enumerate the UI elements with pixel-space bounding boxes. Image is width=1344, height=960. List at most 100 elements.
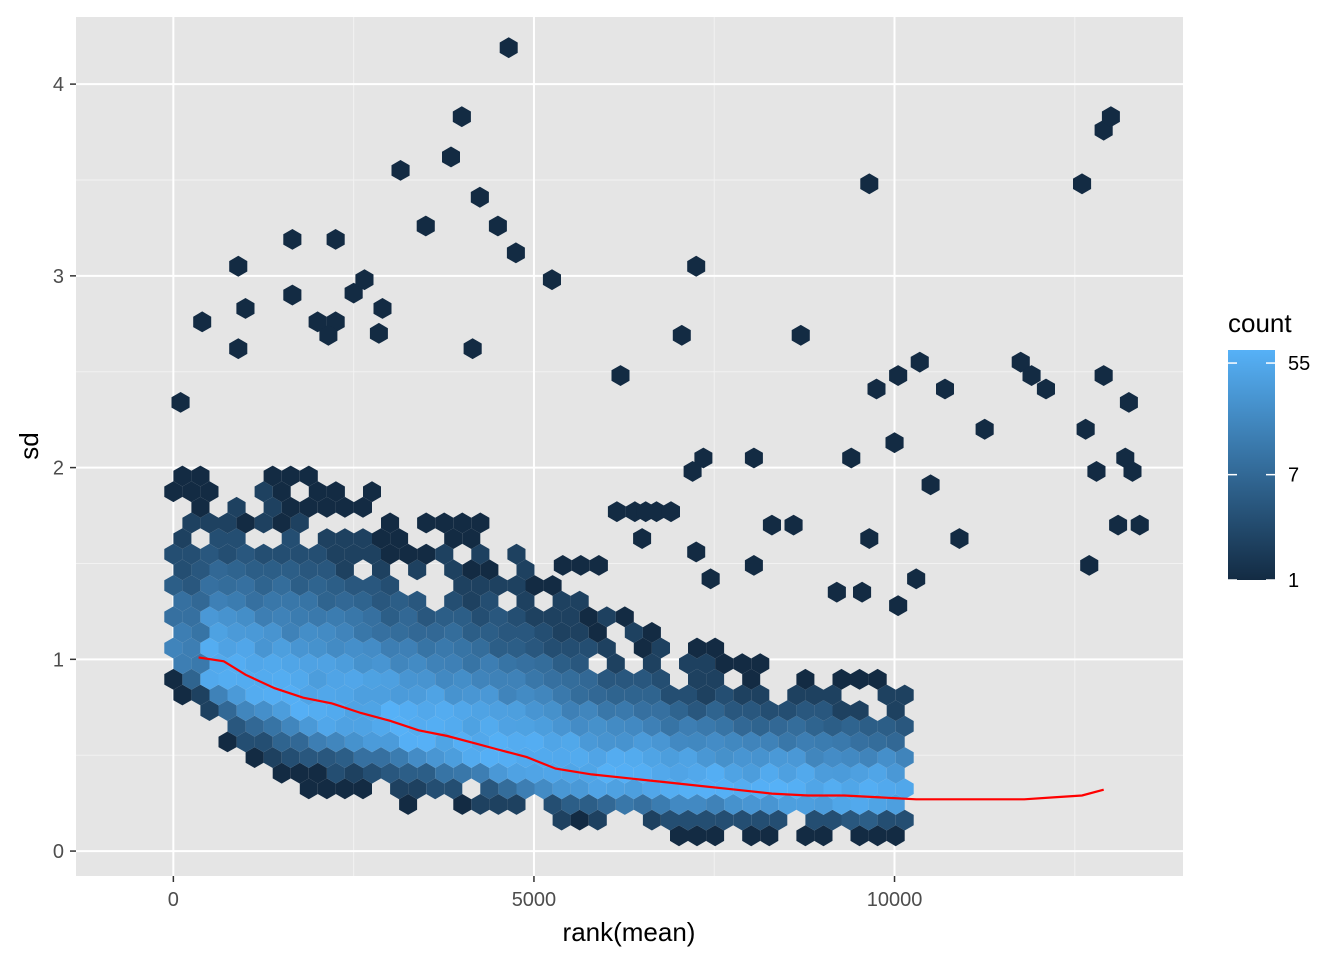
hex-cell [525,700,544,721]
x-axis-ticks: 0 5000 10000 [168,876,922,911]
hex-cell [787,715,806,737]
hex-cell [651,637,670,659]
hex-cell [390,653,409,675]
hex-cell [299,747,318,768]
hex-cell [426,778,445,800]
hex-cell [326,637,345,659]
hex-cell [353,653,372,675]
hex-cell [335,559,354,581]
hex-cell [290,637,309,659]
hex-cell [182,512,201,534]
hex-cell [173,465,192,487]
hex-cell [480,622,499,643]
hex-cell [751,653,770,675]
legend-tick-label: 1 [1288,570,1299,592]
color-legend: count 55 7 1 [1228,308,1310,592]
hex-cell [561,762,580,784]
hex-cell [647,501,666,523]
hex-cell [263,653,282,675]
hex-cell [283,229,302,250]
hex-cell [850,731,869,753]
hex-cell [290,700,309,721]
hex-cell [543,731,562,753]
hex-cell [453,731,472,753]
hex-cell [823,778,842,800]
hex-cell [363,606,381,628]
hex-cell [426,653,445,675]
hex-cell [435,762,454,784]
hex-cell [850,700,869,721]
hex-cell [832,762,851,784]
hex-cell [751,809,770,831]
hex-cell [480,684,499,706]
hex-cell [651,700,670,721]
hex-cell [660,684,679,706]
hex-cell [319,324,338,346]
hex-cell [353,622,372,643]
hex-cell [236,700,255,721]
hex-cell [308,575,327,596]
hex-cell [796,825,815,847]
hex-cell [498,653,517,675]
hex-cell [895,747,914,768]
hex-cell [317,496,336,518]
hex-cell [218,668,237,690]
hex-cell [688,637,707,659]
hex-cell [254,637,273,659]
hex-cell [317,778,336,800]
hex-cell [353,528,372,549]
hex-cell [200,637,219,659]
hex-cell [506,242,525,264]
hex-cell [462,747,481,768]
hex-cell [860,173,879,195]
hex-cell [499,37,518,59]
hex-cell [823,809,842,831]
hex-cell [209,559,228,581]
hex-cell [525,575,544,596]
y-axis-ticks: 0 1 2 3 4 [53,74,76,863]
hex-cell [372,684,391,706]
hex-cell [480,715,499,737]
hex-cell [507,762,526,784]
hex-cell [489,731,508,753]
hex-cell [281,528,300,549]
hex-cell [697,653,716,675]
hex-cell [416,215,435,237]
hex-cell [516,778,535,800]
hex-cell [462,622,481,643]
hex-cell [317,653,336,675]
hex-cell [706,637,725,659]
hex-cell [390,622,409,643]
hex-cell [363,543,381,565]
hex-cell [227,559,246,581]
hex-cell [191,559,210,581]
x-tick-label: 0 [168,889,179,911]
hex-cell [1094,365,1113,386]
hex-cell [498,622,517,643]
hex-cell [369,322,388,344]
hex-cell [724,700,743,721]
hex-cell [263,465,282,487]
hex-cell [507,794,526,815]
hex-cell [950,528,969,549]
hex-cell [489,575,508,596]
hex-cell [408,747,427,768]
hex-cell [408,778,427,800]
hex-cell [245,590,264,612]
hex-cell [363,481,381,503]
hex-cell [326,543,345,565]
hex-cell [850,762,869,784]
hex-cell [579,668,598,690]
hex-cell [624,622,643,643]
hex-cell [173,559,192,581]
hex-cell [561,606,580,628]
hex-cell [408,622,427,643]
hex-cell [263,622,282,643]
hex-cell [272,543,291,565]
hex-cell [227,496,246,518]
hex-cell [281,715,300,737]
hex-cell [236,668,255,690]
hex-cell [229,255,248,277]
hex-cell [853,581,872,603]
